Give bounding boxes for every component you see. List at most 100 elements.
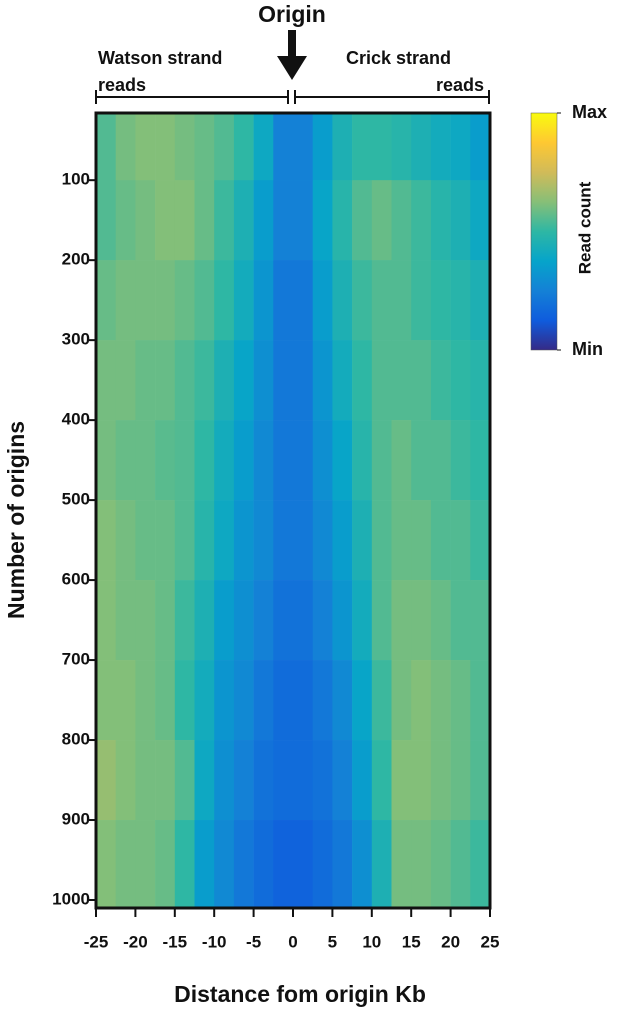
heatmap-cell: [233, 580, 254, 661]
y-tick-label: 100: [62, 170, 90, 189]
heatmap-cell: [174, 500, 195, 581]
heatmap-cell: [96, 740, 116, 821]
heatmap-cell: [174, 740, 195, 821]
heatmap-cell: [273, 820, 294, 909]
heatmap-cell: [293, 580, 313, 661]
heatmap-cell: [332, 740, 353, 821]
heatmap-cell: [411, 113, 432, 181]
heatmap-cell: [293, 340, 313, 421]
heatmap-cell: [115, 500, 136, 581]
heatmap-cell: [273, 420, 294, 501]
heatmap-cell: [391, 113, 412, 181]
heatmap-cell: [352, 180, 373, 261]
heatmap-cell: [96, 180, 116, 261]
heatmap-cell: [135, 500, 156, 581]
heatmap-cell: [391, 180, 412, 261]
heatmap-cell: [273, 113, 294, 181]
heatmap-cell: [312, 820, 333, 909]
heatmap-cell: [115, 580, 136, 661]
x-tick-label: -5: [246, 932, 261, 951]
heatmap-cell: [233, 660, 254, 741]
x-tick-label: 10: [362, 932, 381, 951]
heatmap-cell: [430, 740, 451, 821]
heatmap-cell: [450, 260, 471, 341]
heatmap-cell: [194, 500, 215, 581]
heatmap-cell: [253, 113, 274, 181]
heatmap-cell: [332, 260, 353, 341]
heatmap-cell: [293, 740, 313, 821]
heatmap-cell: [115, 740, 136, 821]
heatmap-cell: [293, 180, 313, 261]
heatmap-cell: [155, 420, 176, 501]
heatmap-cell: [253, 340, 274, 421]
heatmap-cell: [273, 260, 294, 341]
heatmap-cell: [470, 113, 491, 181]
heatmap-cell: [155, 820, 176, 909]
heatmap-cell: [253, 260, 274, 341]
heatmap-cell: [253, 740, 274, 821]
y-tick-label: 600: [62, 570, 90, 589]
heatmap-cell: [450, 660, 471, 741]
heatmap-cell: [470, 660, 491, 741]
x-tick-label: 25: [481, 932, 500, 951]
heatmap-cell: [293, 500, 313, 581]
right-annotation: Crick strand: [346, 48, 451, 68]
heatmap-cell: [450, 820, 471, 909]
heatmap-cell: [155, 740, 176, 821]
heatmap-cell: [155, 500, 176, 581]
heatmap-cell: [135, 660, 156, 741]
heatmap-cell: [352, 340, 373, 421]
heatmap-cell: [430, 660, 451, 741]
heatmap-cell: [332, 340, 353, 421]
heatmap-cell: [155, 660, 176, 741]
heatmap-cell: [96, 580, 116, 661]
heatmap-cell: [332, 180, 353, 261]
heatmap-cell: [371, 260, 392, 341]
heatmap-cell: [470, 340, 491, 421]
heatmap-cell: [174, 260, 195, 341]
colorbar: [530, 112, 558, 351]
chart-title: Origin: [258, 1, 326, 27]
brackets: [95, 90, 490, 104]
left-annotation: Watson strand: [98, 48, 222, 68]
heatmap-cell: [293, 660, 313, 741]
heatmap-cell: [332, 500, 353, 581]
y-tick-label: 900: [62, 810, 90, 829]
heatmap-cell: [155, 180, 176, 261]
heatmap-cell: [135, 740, 156, 821]
heatmap-cell: [371, 500, 392, 581]
heatmap-cell: [194, 340, 215, 421]
heatmap-cell: [411, 180, 432, 261]
heatmap-cell: [430, 340, 451, 421]
heatmap-cell: [135, 820, 156, 909]
heatmap-cell: [470, 500, 491, 581]
x-tick-label: -10: [202, 932, 227, 951]
heatmap-cell: [430, 260, 451, 341]
heatmap-cell: [312, 420, 333, 501]
heatmap-cell: [253, 420, 274, 501]
heatmap-cell: [312, 113, 333, 181]
heatmap-cell: [194, 580, 215, 661]
x-tick-label: 20: [441, 932, 460, 951]
heatmap-cell: [411, 340, 432, 421]
heatmap-cell: [332, 113, 353, 181]
heatmap-cell: [253, 180, 274, 261]
heatmap-cell: [470, 180, 491, 261]
heatmap-cell: [174, 660, 195, 741]
heatmap-cell: [391, 660, 412, 741]
heatmap-cell: [155, 340, 176, 421]
heatmap-cell: [253, 580, 274, 661]
heatmap-cell: [233, 500, 254, 581]
heatmap-cell: [430, 113, 451, 181]
y-tick-label: 500: [62, 490, 90, 509]
heatmap-cell: [233, 740, 254, 821]
heatmap-cell: [155, 113, 176, 181]
heatmap-cell: [352, 660, 373, 741]
y-tick-label: 1000: [52, 889, 90, 908]
heatmap-cell: [450, 340, 471, 421]
heatmap-cell: [214, 580, 235, 661]
heatmap-cell: [470, 740, 491, 821]
heatmap-cell: [194, 260, 215, 341]
heatmap-cell: [411, 580, 432, 661]
heatmap-cell: [214, 420, 235, 501]
